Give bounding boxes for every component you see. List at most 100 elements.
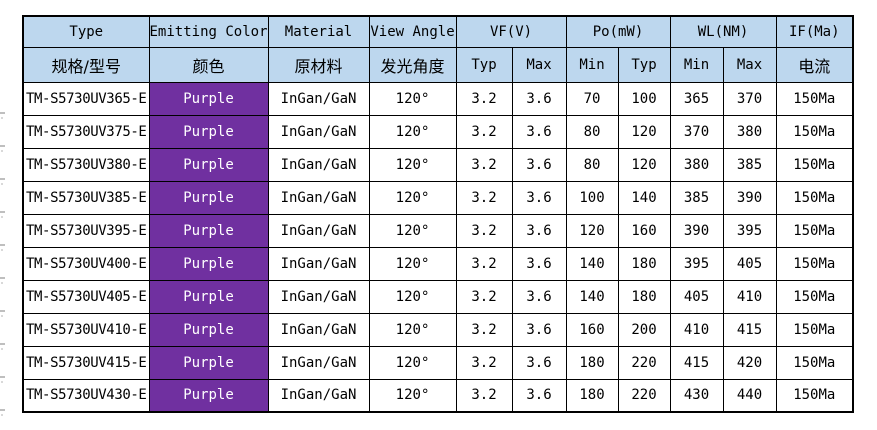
view-angle-cell: 120° <box>368 147 457 182</box>
wl-min-cell: 390 <box>669 213 724 248</box>
wl-max-cell: 380 <box>722 114 777 149</box>
header-type: Type <box>22 15 150 48</box>
wl-min-cell: 415 <box>669 345 724 380</box>
table-row: TM-S5730UV385-E Purple InGan/GaN 120° 3.2 3.6… <box>22 180 854 215</box>
vf-max-cell: 3.6 <box>511 114 567 149</box>
color-cell: Purple <box>148 246 269 281</box>
header-po: Po(mW) <box>565 15 671 48</box>
vf-typ-cell: 3.2 <box>455 345 513 380</box>
wl-min-cell: 385 <box>669 180 724 215</box>
vf-typ-cell: 3.2 <box>455 378 513 413</box>
view-angle-cell: 120° <box>368 279 457 314</box>
table-row: TM-S5730UV430-E Purple InGan/GaN 120° 3.2 3.6… <box>22 378 854 413</box>
po-typ-cell: 160 <box>617 213 671 248</box>
if-cell: 150Ma <box>775 180 854 215</box>
wl-max-cell: 415 <box>722 312 777 347</box>
view-angle-cell: 120° <box>368 180 457 215</box>
header-material: Material <box>267 15 370 48</box>
vf-typ-cell: 3.2 <box>455 312 513 347</box>
wl-min-cell: 365 <box>669 81 724 116</box>
wl-min-cell: 395 <box>669 246 724 281</box>
color-cell: Purple <box>148 81 269 116</box>
if-cell: 150Ma <box>775 81 854 116</box>
margin-artifact <box>0 376 5 383</box>
po-min-cell: 80 <box>565 114 619 149</box>
view-angle-cell: 120° <box>368 81 457 116</box>
wl-max-cell: 390 <box>722 180 777 215</box>
type-cell: TM-S5730UV375-E <box>22 114 150 149</box>
wl-max-cell: 405 <box>722 246 777 281</box>
material-cell: InGan/GaN <box>267 114 370 149</box>
header-type-zh: 规格/型号 <box>22 46 150 83</box>
view-angle-cell: 120° <box>368 246 457 281</box>
po-min-cell: 140 <box>565 246 619 281</box>
view-angle-cell: 120° <box>368 378 457 413</box>
material-cell: InGan/GaN <box>267 345 370 380</box>
wl-min-cell: 430 <box>669 378 724 413</box>
po-typ-cell: 140 <box>617 180 671 215</box>
view-angle-cell: 120° <box>368 345 457 380</box>
margin-artifact <box>0 343 5 350</box>
vf-max-cell: 3.6 <box>511 279 567 314</box>
color-cell: Purple <box>148 114 269 149</box>
if-cell: 150Ma <box>775 213 854 248</box>
vf-typ-cell: 3.2 <box>455 81 513 116</box>
type-cell: TM-S5730UV385-E <box>22 180 150 215</box>
header-if-zh: 电流 <box>775 46 854 83</box>
vf-max-cell: 3.6 <box>511 312 567 347</box>
po-min-cell: 180 <box>565 345 619 380</box>
type-cell: TM-S5730UV405-E <box>22 279 150 314</box>
type-cell: TM-S5730UV430-E <box>22 378 150 413</box>
if-cell: 150Ma <box>775 114 854 149</box>
if-cell: 150Ma <box>775 345 854 380</box>
po-typ-cell: 220 <box>617 345 671 380</box>
header-material-zh: 原材料 <box>267 46 370 83</box>
po-min-cell: 160 <box>565 312 619 347</box>
table-row: TM-S5730UV405-E Purple InGan/GaN 120° 3.2 3.6… <box>22 279 854 314</box>
vf-max-cell: 3.6 <box>511 147 567 182</box>
vf-typ-cell: 3.2 <box>455 246 513 281</box>
margin-artifact <box>0 178 5 185</box>
vf-typ-cell: 3.2 <box>455 213 513 248</box>
type-cell: TM-S5730UV380-E <box>22 147 150 182</box>
table-row: TM-S5730UV400-E Purple InGan/GaN 120° 3.2 3.6… <box>22 246 854 281</box>
view-angle-cell: 120° <box>368 114 457 149</box>
type-cell: TM-S5730UV415-E <box>22 345 150 380</box>
header-wl-min: Min <box>669 46 724 83</box>
color-cell: Purple <box>148 147 269 182</box>
header-view-angle-zh: 发光角度 <box>368 46 457 83</box>
table-header: Type Emitting Color Material View Angle … <box>22 15 854 83</box>
table-row: TM-S5730UV365-E Purple InGan/GaN 120° 3.2 3.6… <box>22 81 854 116</box>
material-cell: InGan/GaN <box>267 81 370 116</box>
po-min-cell: 140 <box>565 279 619 314</box>
header-emitting-color: Emitting Color <box>148 15 269 48</box>
po-typ-cell: 120 <box>617 114 671 149</box>
po-min-cell: 180 <box>565 378 619 413</box>
vf-typ-cell: 3.2 <box>455 147 513 182</box>
po-typ-cell: 100 <box>617 81 671 116</box>
margin-artifact <box>0 244 5 251</box>
vf-max-cell: 3.6 <box>511 180 567 215</box>
led-spec-table: Type Emitting Color Material View Angle … <box>22 15 855 413</box>
header-row-subtitles: 规格/型号 颜色 原材料 发光角度 Typ Max Min Typ Min Ma… <box>22 46 854 83</box>
wl-max-cell: 395 <box>722 213 777 248</box>
po-min-cell: 80 <box>565 147 619 182</box>
vf-max-cell: 3.6 <box>511 345 567 380</box>
vf-typ-cell: 3.2 <box>455 279 513 314</box>
po-typ-cell: 180 <box>617 279 671 314</box>
wl-max-cell: 410 <box>722 279 777 314</box>
color-cell: Purple <box>148 345 269 380</box>
po-typ-cell: 120 <box>617 147 671 182</box>
table-row: TM-S5730UV380-E Purple InGan/GaN 120° 3.2 3.6… <box>22 147 854 182</box>
vf-typ-cell: 3.2 <box>455 180 513 215</box>
if-cell: 150Ma <box>775 378 854 413</box>
header-if: IF(Ma) <box>775 15 854 48</box>
type-cell: TM-S5730UV395-E <box>22 213 150 248</box>
material-cell: InGan/GaN <box>267 147 370 182</box>
spec-table-body: TM-S5730UV365-E Purple InGan/GaN 120° 3.2 3.6… <box>22 81 854 413</box>
vf-max-cell: 3.6 <box>511 81 567 116</box>
header-row-english: Type Emitting Color Material View Angle … <box>22 15 854 48</box>
po-min-cell: 100 <box>565 180 619 215</box>
margin-artifact <box>0 409 5 416</box>
